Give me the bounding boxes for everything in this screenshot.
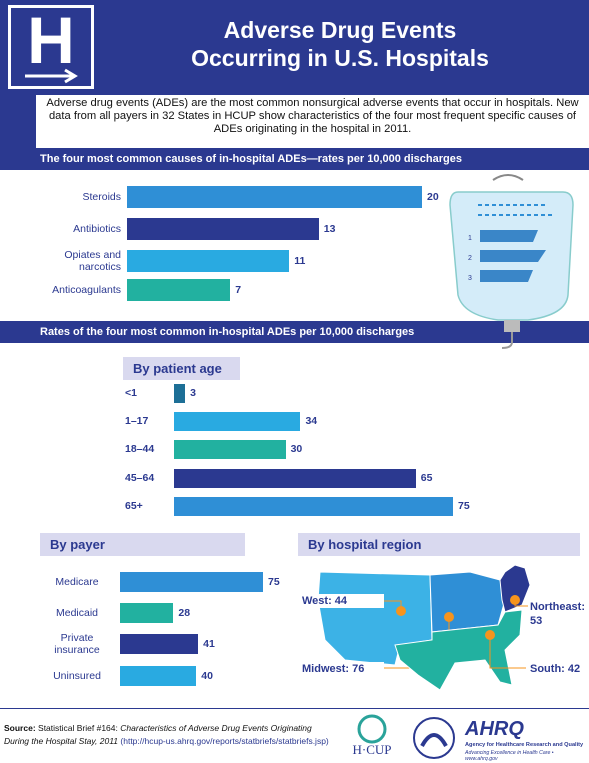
svg-text:3: 3 — [468, 275, 472, 282]
category-label: <1 — [125, 387, 137, 399]
category-label: Private insurance — [54, 632, 100, 656]
leader-line — [489, 635, 526, 669]
source-url: (http://hcup-us.ahrq.gov/reports/statbri… — [120, 736, 329, 746]
value-label: 13 — [323, 223, 336, 235]
source-label: Source: — [4, 723, 36, 733]
value-label: 65 — [420, 472, 433, 484]
value-label: 7 — [235, 284, 242, 296]
source: Source: Statistical Brief #164: Characte… — [4, 722, 334, 748]
hcup-icon — [357, 714, 387, 744]
value-label: 34 — [305, 415, 318, 427]
category-label: 65+ — [125, 500, 143, 512]
svg-text:2: 2 — [468, 255, 472, 262]
bar — [127, 279, 231, 301]
region — [317, 571, 433, 666]
region-label: Midwest: 76 — [300, 662, 384, 676]
region — [499, 564, 531, 613]
side-band — [0, 95, 36, 150]
value-label: 20 — [427, 191, 439, 203]
footer-rule — [0, 708, 589, 709]
iv-bag: 1 2 3 — [449, 174, 574, 349]
category-label: Medicare — [55, 576, 99, 588]
bar — [174, 439, 286, 459]
bar — [120, 572, 263, 592]
bar — [127, 218, 319, 240]
bar — [174, 496, 453, 516]
category-label: Opiates and narcotics — [64, 249, 121, 273]
value-label: 30 — [290, 443, 303, 455]
value-label: 40 — [201, 670, 213, 682]
value-label: 75 — [458, 500, 470, 512]
title-line: Occurring in U.S. Hospitals — [191, 45, 489, 71]
title-line: Adverse Drug Events — [223, 17, 457, 43]
source-title: Characteristics of Adverse Drug Events O… — [4, 723, 312, 746]
hcup: H·CUP — [352, 742, 392, 757]
value-label: 75 — [268, 576, 280, 588]
bar — [174, 468, 416, 488]
header-band — [0, 0, 589, 95]
value-label: 3 — [190, 387, 196, 399]
value-label: 28 — [178, 607, 191, 619]
subheader: By payer — [40, 533, 245, 556]
category-label: Medicaid — [55, 607, 99, 619]
region-dot — [396, 606, 406, 616]
bar — [120, 603, 174, 623]
region-label: West: 44 — [300, 594, 384, 608]
logo-arrow — [25, 68, 78, 84]
logo-box: H — [8, 3, 94, 89]
bar — [120, 634, 199, 654]
region — [394, 609, 523, 691]
subheader: By patient age — [123, 357, 240, 380]
section-header: Rates of the four most common in-hospita… — [0, 321, 589, 343]
intro: Adverse drug events (ADEs) are the most … — [46, 97, 579, 135]
bar — [174, 411, 301, 431]
subheader: By hospital region — [298, 533, 580, 556]
category-label: Uninsured — [53, 670, 101, 682]
leader-line — [360, 617, 450, 669]
region-dot — [485, 630, 495, 640]
category-label: Antibiotics — [73, 223, 121, 235]
value-label: 41 — [203, 638, 215, 650]
category-label: Anticoagulants — [52, 284, 121, 296]
category-label: 18–44 — [125, 443, 155, 455]
bar — [174, 383, 186, 403]
category-label: 45–64 — [125, 472, 155, 484]
ahrq: AHRQ — [465, 718, 524, 740]
region-label: South: 42 — [528, 662, 589, 676]
source-brief: Statistical Brief #164: — [38, 723, 118, 733]
title: Adverse Drug Events Occurring in U.S. Ho… — [100, 16, 580, 72]
region-dot — [510, 595, 520, 605]
category-label: 1–17 — [125, 415, 149, 427]
region-dot — [444, 612, 454, 622]
bar — [127, 186, 422, 208]
region — [429, 571, 506, 633]
bar — [127, 250, 290, 272]
logo-letter: H — [27, 3, 75, 77]
category-label: Steroids — [82, 191, 121, 203]
bar — [120, 666, 197, 686]
svg-text:1: 1 — [468, 235, 472, 242]
leader-line — [514, 600, 528, 607]
hhs-icon — [413, 717, 455, 759]
chart-header: The four most common causes of in-hospit… — [0, 148, 589, 170]
ahrq-name: Agency for Healthcare Research and Quali… — [465, 742, 584, 748]
ahrq-tagline: Advancing Excellence in Health Care • ww… — [465, 750, 554, 762]
region-label: Northeast: 53 — [528, 600, 589, 628]
value-label: 11 — [294, 255, 306, 267]
